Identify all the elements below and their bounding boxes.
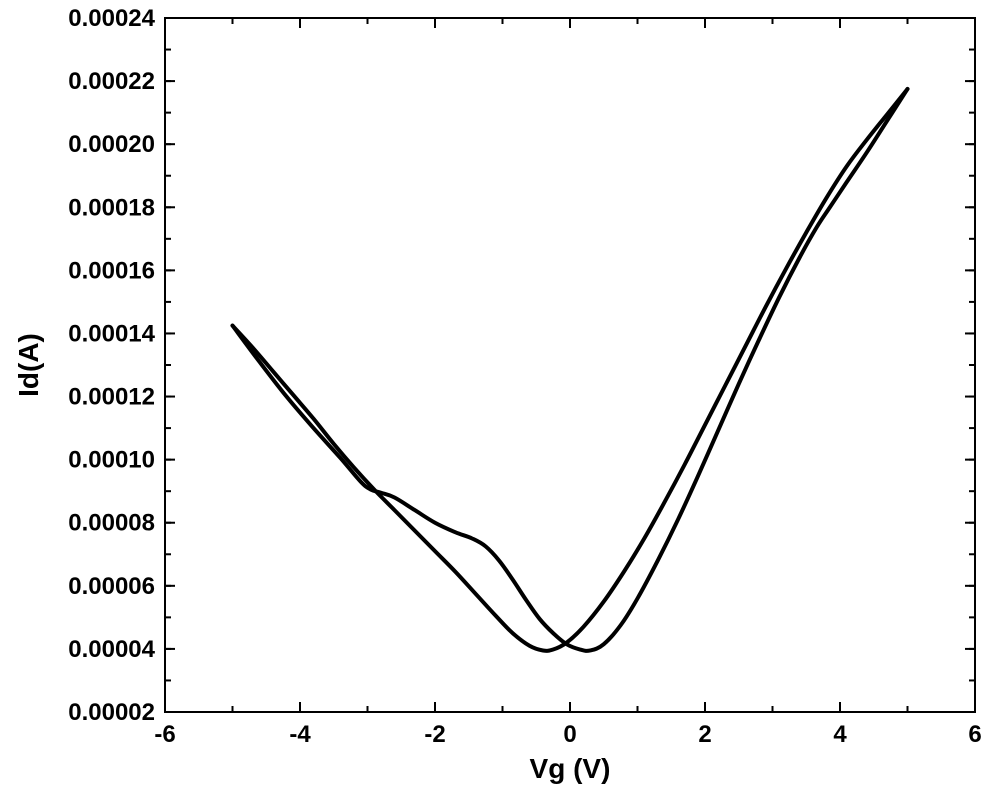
y-tick-label: 0.00022 [68,68,155,95]
y-tick-label: 0.00014 [68,320,155,347]
y-tick-label: 0.00010 [68,447,155,474]
x-tick-label: -6 [154,721,175,748]
x-tick-label: -2 [424,721,445,748]
y-tick-label: 0.00006 [68,573,155,600]
x-axis-label: Vg (V) [530,753,611,784]
iv-curve-chart: -6 -4 -2 0 2 4 6 0.00002 0.00004 0.00006 0.00008 0.… [0,0,1000,796]
y-tick-label: 0.00008 [68,510,155,537]
y-axis-label: Id(A) [13,333,44,397]
y-tick-label: 0.00018 [68,194,155,221]
x-tick-label: -4 [289,721,311,748]
y-tick-label: 0.00024 [68,5,155,32]
y-tick-label: 0.00012 [68,384,155,411]
x-tick-label: 4 [833,721,847,748]
y-tick-label: 0.00004 [68,636,155,663]
x-tick-label: 0 [563,721,576,748]
y-tick-label: 0.00002 [68,699,155,726]
x-tick-label: 2 [698,721,711,748]
y-tick-label: 0.00016 [68,257,155,284]
y-tick-label: 0.00020 [68,131,155,158]
x-tick-label: 6 [968,721,981,748]
